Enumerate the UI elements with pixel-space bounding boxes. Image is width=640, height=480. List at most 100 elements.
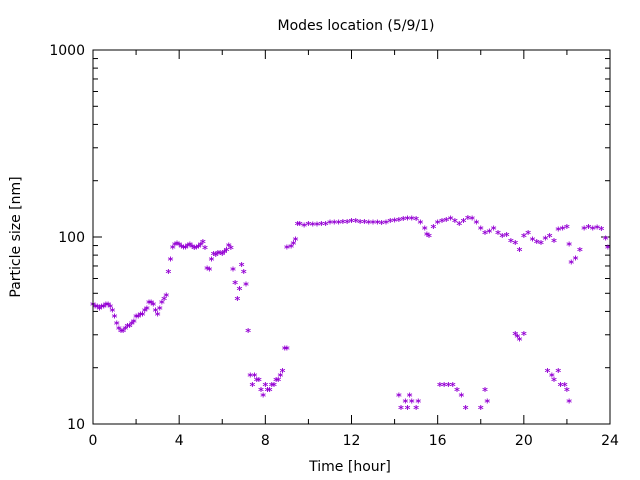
data-point: * (140, 310, 146, 323)
data-point: * (222, 247, 228, 260)
data-point: * (426, 231, 432, 244)
data-point: * (555, 366, 561, 379)
data-point: * (499, 231, 505, 244)
data-point: * (424, 229, 430, 242)
data-point: * (486, 226, 492, 239)
data-point: * (215, 248, 221, 261)
data-point: * (349, 216, 355, 229)
data-point: * (407, 391, 413, 404)
data-point: * (525, 228, 531, 241)
data-point: * (504, 230, 510, 243)
data-point: * (495, 228, 501, 241)
data-point: * (517, 334, 523, 347)
data-point: * (127, 321, 133, 334)
data-point: * (284, 344, 290, 357)
data-point: * (392, 216, 398, 229)
data-point: * (226, 240, 232, 253)
data-point: * (157, 303, 163, 316)
data-point: * (566, 240, 572, 253)
data-point: * (446, 380, 452, 393)
data-point: * (555, 225, 561, 238)
data-point: * (409, 214, 415, 227)
data-point: * (183, 242, 189, 255)
data-point: * (357, 217, 363, 230)
data-point: * (456, 219, 462, 232)
data-point: * (353, 216, 359, 229)
x-tick-label: 12 (343, 433, 361, 449)
data-point: * (176, 240, 182, 253)
data-point: * (135, 312, 141, 325)
data-point: * (521, 329, 527, 342)
data-point: * (594, 223, 600, 236)
data-point: * (234, 294, 240, 307)
data-point: * (120, 326, 126, 339)
x-tick-label: 24 (601, 433, 619, 449)
data-point: * (484, 397, 490, 410)
data-point: * (422, 223, 428, 236)
data-point: * (237, 284, 243, 297)
data-point: * (232, 278, 238, 291)
data-point: * (118, 326, 124, 339)
data-point: * (452, 216, 458, 229)
data-point: * (581, 223, 587, 236)
data-point: * (521, 231, 527, 244)
data-point: * (336, 218, 342, 231)
data-point: * (551, 236, 557, 249)
data-point: * (437, 380, 443, 393)
data-point: * (116, 324, 122, 337)
data-point: * (105, 300, 111, 313)
data-point: * (133, 312, 139, 325)
data-point: * (314, 220, 320, 233)
data-point: * (196, 241, 202, 254)
data-point: * (269, 380, 275, 393)
data-point: * (178, 241, 184, 254)
data-point: * (146, 298, 152, 311)
axis-ticks: 0 4 8 12 16 20 24 10 100 1000 (49, 43, 619, 449)
data-point: * (396, 215, 402, 228)
data-point: * (517, 245, 523, 258)
data-point: * (92, 301, 98, 314)
chart-title: Modes location (5/9/1) (278, 18, 435, 34)
y-axis-title: Particle size [nm] (8, 176, 24, 297)
data-point: * (310, 220, 316, 233)
data-point: * (200, 237, 206, 250)
data-point: * (198, 240, 204, 253)
x-axis-title: Time [hour] (308, 459, 391, 475)
data-point: * (415, 397, 421, 410)
data-point: * (491, 223, 497, 236)
data-point: * (379, 218, 385, 231)
data-point: * (340, 217, 346, 230)
data-point: * (228, 243, 234, 256)
data-point: * (383, 218, 389, 231)
y-tick-label: 10 (67, 417, 85, 433)
data-point: * (514, 332, 520, 345)
data-point: * (461, 216, 467, 229)
data-point: * (318, 219, 324, 232)
data-point: * (306, 219, 312, 232)
data-point: * (482, 228, 488, 241)
data-point: * (605, 242, 611, 255)
data-point: * (474, 218, 480, 231)
data-point: * (138, 310, 144, 323)
data-point: * (278, 370, 284, 383)
data-point: * (301, 220, 307, 233)
data-point: * (280, 366, 286, 379)
data-point: * (159, 298, 165, 311)
data-point: * (577, 245, 583, 258)
data-point: * (144, 303, 150, 316)
data-point: * (265, 385, 271, 398)
data-point: * (443, 215, 449, 228)
data-point: * (174, 239, 180, 252)
data-point: * (344, 217, 350, 230)
data-point: * (187, 240, 193, 253)
data-point: * (573, 253, 579, 266)
data-point: * (219, 249, 225, 262)
data-point: * (209, 254, 215, 267)
data-point: * (99, 301, 105, 314)
data-point: * (284, 242, 290, 255)
data-point: * (362, 217, 368, 230)
data-point: * (206, 265, 212, 278)
data-point: * (560, 223, 566, 236)
data-point: * (512, 238, 518, 251)
data-point: * (590, 223, 596, 236)
